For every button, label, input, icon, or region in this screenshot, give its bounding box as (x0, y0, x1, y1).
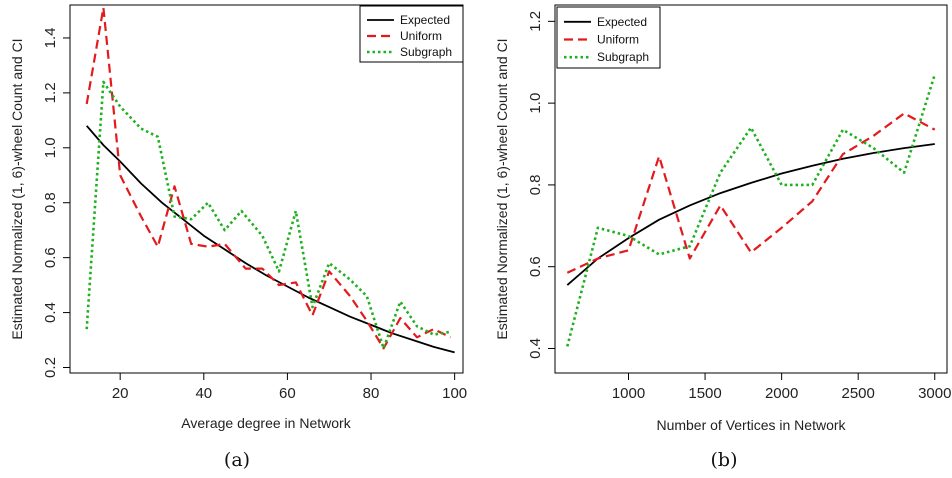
y-axis-title-b: Estimated Normalized (1, 6)-wheel Count … (494, 38, 510, 339)
y-tick-label: 0.6 (527, 256, 544, 277)
x-tick-label: 100 (442, 385, 467, 402)
legend-label-uniform: Uniform (400, 29, 442, 43)
x-tick-label: 20 (112, 385, 129, 402)
x-tick-label: 2000 (765, 385, 798, 402)
series-line-expected (566, 143, 935, 286)
series-line-subgraph (85, 80, 451, 350)
legend-box (359, 5, 464, 63)
axes-b: 1000 1500 2000 2500 3000 0.4 0.6 0.8 1.0 1.2 (527, 11, 951, 402)
chart-panel-b: 1000 1500 2000 2500 3000 0.4 0.6 0.8 1.0 1.2 Numb… (494, 4, 951, 471)
y-tick-label: 0.6 (42, 247, 59, 268)
y-tick-label: 1.0 (42, 137, 59, 158)
series-line-uniform (85, 6, 451, 350)
y-axis-title-a: Estimated Normalized (1, 6)-wheel Count … (9, 38, 25, 339)
x-tick-label: 3000 (918, 385, 951, 402)
series-line-uniform (566, 112, 936, 274)
y-tick-label: 0.8 (42, 192, 59, 213)
legend-label-uniform: Uniform (597, 33, 639, 47)
x-tick-label: 1000 (612, 385, 645, 402)
x-axis-title-b: Number of Vertices in Network (656, 417, 846, 433)
legend-label-subgraph: Subgraph (597, 50, 649, 64)
legend-label-expected: Expected (597, 15, 647, 29)
x-tick-label: 1500 (688, 385, 721, 402)
y-tick-label: 0.4 (42, 302, 59, 323)
y-tick-label: 0.2 (42, 357, 59, 378)
y-tick-label: 1.0 (527, 93, 544, 114)
legend-label-subgraph: Subgraph (400, 45, 452, 59)
y-tick-label: 1.2 (527, 11, 544, 32)
plot-frame-b (554, 4, 948, 374)
caption-b: (b) (711, 449, 738, 471)
y-tick-label: 0.4 (527, 338, 544, 359)
series-layer-b (566, 74, 937, 347)
series-line-subgraph (566, 74, 937, 347)
chart-panel-a: 20 40 60 80 100 0.2 0.4 0.6 0.8 1.0 1.2 1.4 Average… (9, 4, 467, 471)
x-tick-label: 2500 (842, 385, 875, 402)
x-tick-label: 80 (363, 385, 380, 402)
y-tick-label: 0.8 (527, 174, 544, 195)
x-tick-label: 40 (195, 385, 212, 402)
caption-a: (a) (224, 449, 250, 471)
x-axis-title-a: Average degree in Network (181, 415, 351, 431)
series-layer-a (85, 6, 455, 354)
x-tick-label: 60 (279, 385, 296, 402)
plot-frame-a (69, 4, 464, 374)
legend-b: Expected Uniform Subgraph (556, 6, 661, 69)
axes-a: 20 40 60 80 100 0.2 0.4 0.6 0.8 1.0 1.2 1.4 (42, 28, 467, 402)
legend-box (556, 6, 661, 69)
legend-a: Expected Uniform Subgraph (359, 5, 464, 63)
legend-label-expected: Expected (400, 13, 450, 27)
y-tick-label: 1.4 (42, 28, 59, 49)
y-tick-label: 1.2 (42, 82, 59, 103)
